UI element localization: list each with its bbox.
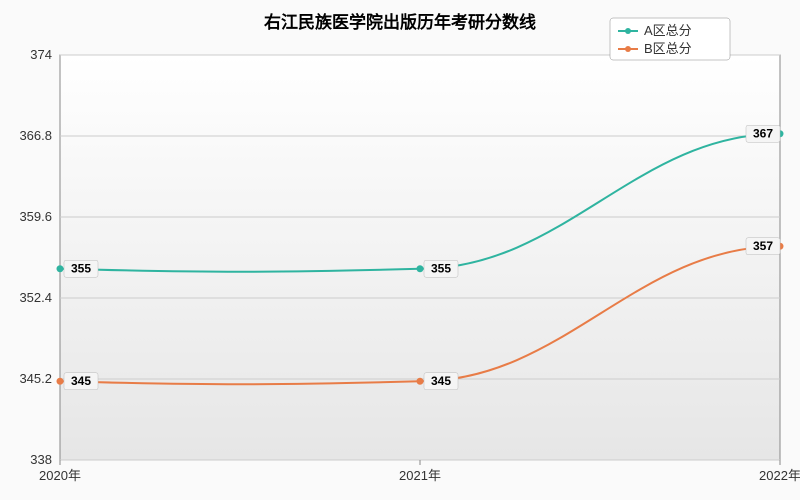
data-point — [57, 378, 64, 385]
data-point — [57, 265, 64, 272]
data-point — [417, 265, 424, 272]
legend-marker — [625, 46, 631, 52]
y-tick-label: 352.4 — [19, 290, 52, 305]
x-tick-label: 2021年 — [399, 468, 441, 483]
data-label: 355 — [431, 261, 451, 275]
data-label: 367 — [753, 126, 773, 140]
chart-title: 右江民族医学院出版历年考研分数线 — [264, 12, 536, 32]
plot-area — [60, 55, 780, 460]
data-label: 355 — [71, 261, 91, 275]
line-chart: 338 345.2 352.4 359.6 366.8 374 2020年 2021年 2022… — [0, 0, 800, 500]
chart-container: 338 345.2 352.4 359.6 366.8 374 2020年 2021年 2022… — [0, 0, 800, 500]
legend-label: B区总分 — [644, 41, 692, 56]
y-tick-label: 359.6 — [19, 209, 52, 224]
legend-label: A区总分 — [644, 23, 692, 38]
y-tick-label: 374 — [30, 47, 52, 62]
legend-marker — [625, 28, 631, 34]
x-tick-label: 2020年 — [39, 468, 81, 483]
data-label: 345 — [71, 374, 91, 388]
y-tick-label: 366.8 — [19, 128, 52, 143]
y-tick-label: 345.2 — [19, 371, 52, 386]
data-label: 345 — [431, 374, 451, 388]
x-tick-label: 2022年 — [759, 468, 800, 483]
data-label: 357 — [753, 239, 773, 253]
y-tick-label: 338 — [30, 452, 52, 467]
data-point — [417, 378, 424, 385]
